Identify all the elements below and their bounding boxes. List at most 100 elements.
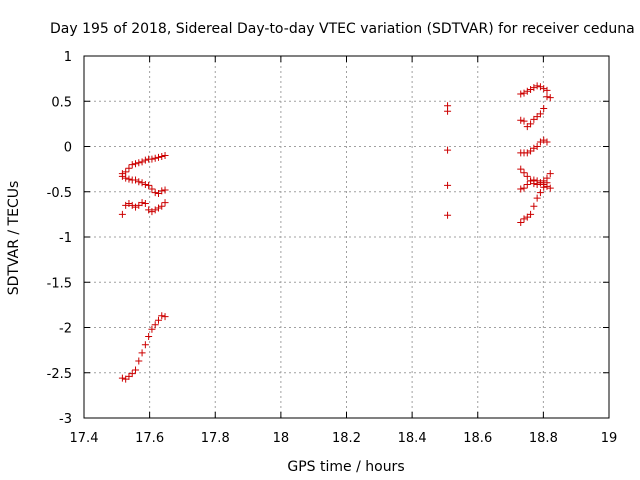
data-point — [536, 110, 544, 118]
data-point — [151, 154, 159, 162]
data-point — [546, 184, 554, 192]
data-point — [520, 169, 528, 177]
data-point — [546, 170, 554, 178]
data-point — [533, 143, 541, 150]
data-point — [151, 321, 159, 329]
data-point — [132, 203, 140, 211]
data-point — [138, 199, 146, 207]
data-point — [540, 183, 548, 191]
data-point — [148, 208, 156, 216]
data-point — [154, 204, 162, 212]
data-point — [533, 177, 541, 185]
data-point — [118, 374, 126, 382]
data-point — [158, 202, 166, 210]
x-tick-label: 18.2 — [332, 431, 361, 446]
data-point — [523, 87, 531, 95]
data-point — [540, 104, 548, 112]
data-point — [125, 175, 133, 183]
data-point — [444, 211, 452, 219]
y-tick-label: -0.5 — [47, 186, 72, 201]
data-point — [158, 152, 166, 160]
x-tick-label: 18.8 — [529, 431, 558, 446]
data-point — [128, 370, 136, 378]
y-tick-label: 1 — [64, 50, 72, 65]
y-tick-labels: 1 0.5 0 -0.5 -1 -1.5 -2 -2.5 -3 — [47, 50, 72, 427]
data-point — [154, 153, 162, 161]
data-point — [527, 210, 535, 218]
data-point — [527, 120, 535, 128]
y-tick-label: 0.5 — [51, 95, 72, 110]
data-point — [161, 313, 169, 321]
data-point — [536, 189, 544, 197]
data-point — [158, 312, 166, 320]
chart-title: Day 195 of 2018, Sidereal Day-to-day VTE… — [50, 21, 635, 37]
data-point — [520, 215, 528, 223]
data-point — [135, 357, 143, 365]
data-point — [138, 179, 146, 187]
data-point — [517, 90, 525, 98]
x-tick-label: 17.6 — [135, 431, 164, 446]
y-tick-label: -2.5 — [47, 367, 72, 382]
x-axis-label: GPS time / hours — [287, 459, 404, 475]
x-tick-labels: 17.4 17.6 17.8 18 18.2 18.4 18.6 18.8 19 — [70, 431, 618, 446]
data-point — [132, 366, 140, 374]
ticks — [83, 55, 610, 419]
data-point — [543, 138, 551, 146]
y-tick-label: -1.5 — [47, 276, 72, 291]
data-point — [141, 181, 149, 189]
data-point — [128, 201, 136, 209]
data-point — [527, 177, 535, 185]
data-point — [154, 316, 162, 324]
x-tick-label: 19 — [601, 431, 618, 446]
data-point — [540, 136, 548, 144]
data-point — [138, 349, 146, 357]
y-axis-label: SDTVAR / TECUs — [6, 181, 22, 296]
data-point — [444, 107, 452, 115]
data-point — [536, 138, 544, 146]
data-point — [141, 156, 149, 164]
x-tick-label: 17.8 — [201, 431, 230, 446]
data-point — [520, 89, 528, 97]
data-point — [148, 185, 156, 193]
data-point — [141, 200, 149, 208]
data-point — [132, 176, 140, 184]
data-point — [158, 187, 166, 195]
data-point — [523, 181, 531, 189]
data-point — [444, 146, 452, 154]
data-point — [533, 82, 541, 90]
data-point — [161, 152, 169, 160]
data-point — [517, 116, 525, 124]
data-point — [135, 159, 143, 167]
data-point — [523, 149, 531, 157]
data-point — [546, 94, 554, 102]
data-point — [530, 84, 538, 92]
data-point — [444, 181, 452, 189]
data-point — [122, 174, 130, 182]
data-point — [151, 189, 159, 197]
data-point — [523, 172, 531, 180]
data-point — [517, 165, 525, 173]
data-point — [520, 184, 528, 192]
data-point — [122, 168, 130, 176]
y-tick-label: -2 — [59, 322, 72, 337]
data-point — [543, 179, 551, 187]
data-point — [122, 201, 130, 209]
y-tick-label: 0 — [64, 141, 72, 156]
data-point — [530, 144, 538, 152]
data-point — [118, 210, 126, 218]
data-point — [536, 179, 544, 187]
data-point — [118, 172, 126, 180]
data-point — [533, 194, 541, 202]
data-point — [520, 117, 528, 125]
data-point — [527, 85, 535, 93]
data-point — [517, 219, 525, 227]
data-point — [128, 161, 136, 169]
data-point — [148, 325, 156, 333]
y-tick-label: -1 — [59, 231, 72, 246]
data-point — [125, 164, 133, 172]
data-point — [145, 181, 153, 189]
x-tick-label: 17.4 — [70, 431, 99, 446]
data-point — [517, 185, 525, 193]
data-point — [536, 83, 544, 91]
